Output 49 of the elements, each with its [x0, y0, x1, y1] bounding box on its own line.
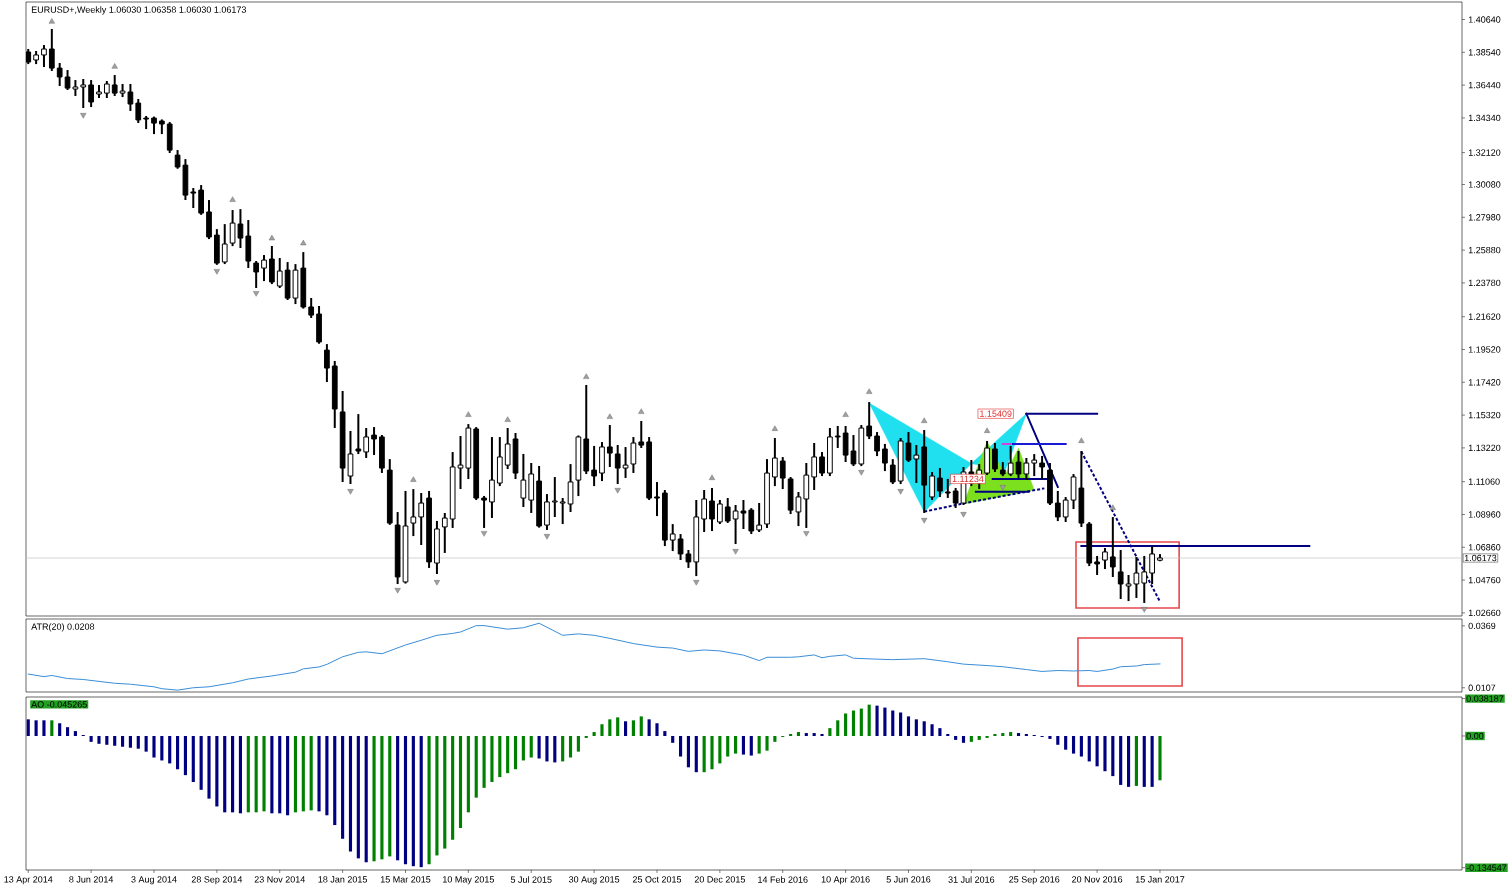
annotation: 1.11234 — [952, 475, 984, 483]
x-tick-label: 10 Apr 2016 — [821, 876, 870, 885]
x-tick-label: 8 Jun 2014 — [69, 876, 114, 883]
y-tick-label: 1.40640 — [1468, 16, 1501, 23]
y-tick-label: 1.19520 — [1468, 346, 1501, 353]
x-tick-label: 14 Feb 2016 — [758, 876, 808, 883]
y-tick-label: 0.0369 — [1468, 622, 1496, 630]
x-tick-label: 18 Jan 2015 — [318, 876, 367, 883]
y-tick-label: 0.038187 — [1466, 695, 1504, 702]
x-tick-label: 20 Nov 2016 — [1072, 876, 1123, 883]
y-tick-label: 0.00 — [1466, 732, 1484, 740]
x-tick-label: 31 Jul 2016 — [948, 876, 995, 883]
y-tick-label: 1.15320 — [1468, 411, 1501, 419]
y-tick-label: 1.23780 — [1468, 279, 1501, 287]
x-tick-label: 20 Dec 2015 — [694, 876, 745, 883]
x-tick-label: 28 Sep 2014 — [191, 876, 243, 885]
x-tick-label: 5 Jun 2016 — [886, 876, 931, 883]
chart-title: AO -0.045265 — [31, 701, 87, 708]
chart-title: EURUSD+,Weekly 1.06030 1.06358 1.06030 1.06173 — [31, 6, 246, 15]
x-tick-label: 10 May 2015 — [443, 876, 494, 885]
chart-title: ATR(20) 0.0208 — [31, 623, 95, 632]
y-tick-label: 1.25880 — [1468, 246, 1501, 254]
y-tick-label: 1.17420 — [1468, 379, 1501, 386]
y-tick-label: 1.36440 — [1468, 81, 1501, 89]
annotation: 1.15409 — [980, 410, 1012, 417]
y-tick-label: 1.11060 — [1468, 478, 1500, 485]
x-tick-label: 3 Aug 2014 — [131, 876, 177, 885]
ref-line-label: 1.06173 — [1464, 554, 1497, 562]
y-tick-label: 1.34340 — [1468, 114, 1501, 122]
y-tick-label: -0.134547 — [1466, 864, 1507, 871]
y-tick-label: 0.0107 — [1468, 684, 1496, 691]
x-tick-label: 25 Oct 2015 — [632, 876, 682, 883]
y-tick-label: 1.04760 — [1468, 576, 1501, 584]
x-tick-label: 13 Apr 2014 — [4, 876, 53, 885]
x-tick-label: 15 Jan 2017 — [1135, 876, 1185, 883]
x-tick-label: 23 Nov 2014 — [254, 876, 305, 883]
y-tick-label: 1.32120 — [1468, 149, 1501, 156]
x-tick-label: 30 Aug 2015 — [568, 876, 620, 885]
y-tick-label: 1.08960 — [1468, 511, 1501, 518]
y-tick-label: 1.02660 — [1468, 609, 1501, 617]
x-tick-label: 15 Mar 2015 — [380, 876, 431, 883]
y-tick-label: 1.21620 — [1468, 313, 1501, 320]
y-tick-label: 1.13220 — [1468, 444, 1501, 452]
y-tick-label: 1.30080 — [1468, 181, 1501, 188]
x-tick-label: 5 Jul 2015 — [510, 876, 552, 883]
y-tick-label: 1.06860 — [1468, 544, 1501, 551]
y-tick-label: 1.27980 — [1468, 214, 1501, 221]
x-tick-label: 25 Sep 2016 — [1009, 876, 1060, 885]
y-tick-label: 1.38540 — [1468, 49, 1501, 56]
